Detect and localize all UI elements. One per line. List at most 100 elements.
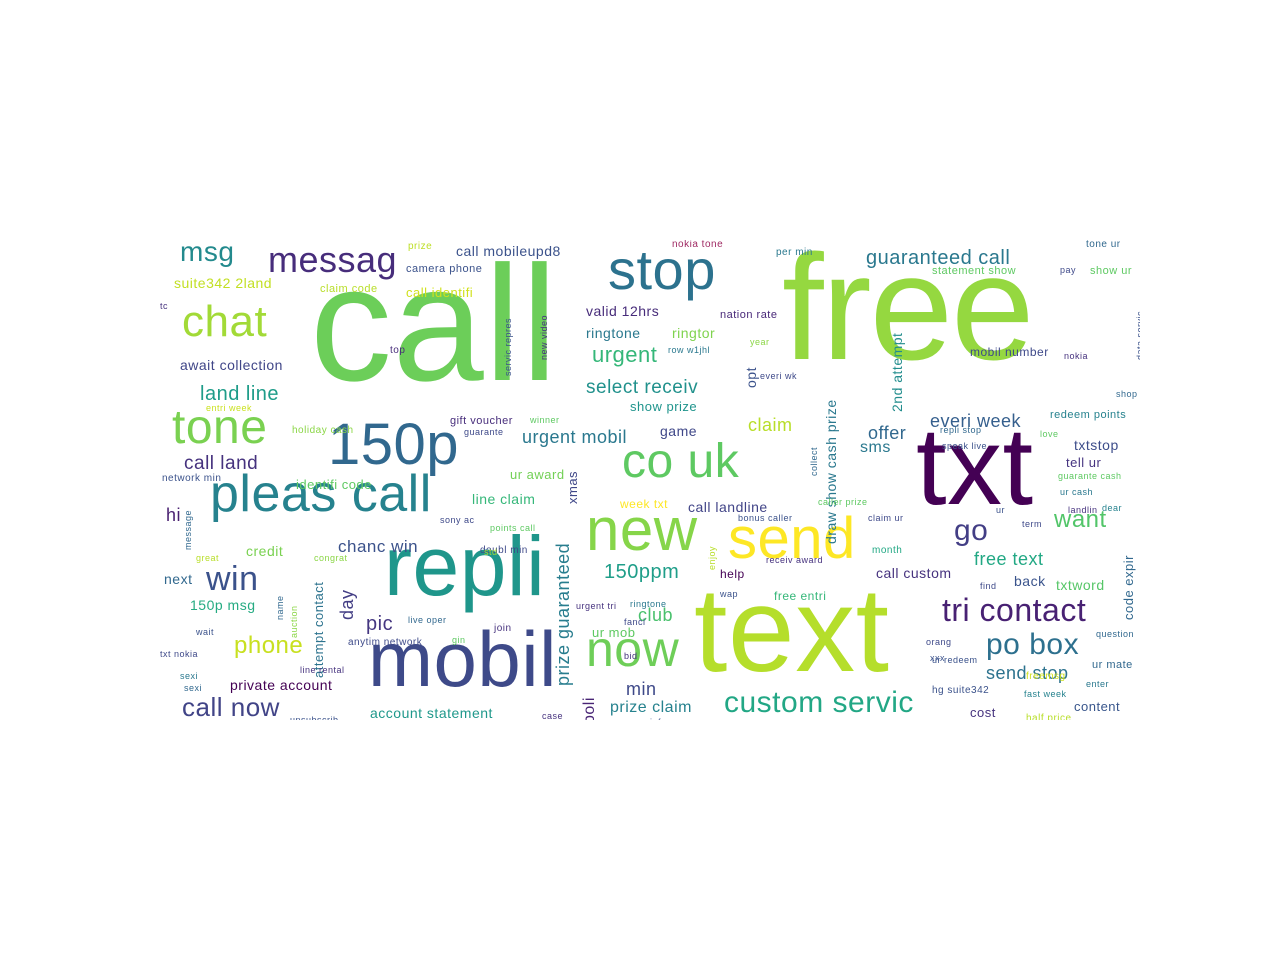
word: live oper bbox=[408, 615, 447, 625]
word: congrat bbox=[314, 553, 348, 563]
word: call landline bbox=[688, 499, 768, 515]
word: 150p msg bbox=[190, 597, 256, 613]
word: pic bbox=[366, 613, 394, 635]
word: cost bbox=[970, 705, 996, 720]
word: win bbox=[206, 560, 259, 598]
word: now bbox=[586, 621, 680, 677]
word: co uk bbox=[622, 435, 740, 488]
word: sexi bbox=[184, 683, 203, 693]
word: unsubscrib bbox=[290, 715, 339, 721]
word: entri week bbox=[206, 403, 253, 413]
word-cloud: call free text txt repli mobil pleas cal… bbox=[160, 240, 1140, 720]
word: repli stop bbox=[940, 425, 982, 435]
word: new bbox=[586, 496, 698, 563]
word: po box bbox=[986, 628, 1080, 661]
word: 2nd attempt bbox=[889, 332, 905, 412]
word: chanc win bbox=[338, 537, 419, 556]
word: identifi code bbox=[296, 477, 372, 492]
word: tc bbox=[160, 301, 169, 311]
word: ur bbox=[996, 505, 1006, 515]
word: show prize bbox=[630, 399, 698, 414]
word: want bbox=[1054, 506, 1107, 533]
word: guarante bbox=[464, 427, 504, 437]
word: collect bbox=[809, 446, 819, 476]
word: offer bbox=[868, 423, 907, 443]
word: valid 12hrs bbox=[586, 303, 660, 319]
word: find bbox=[980, 581, 997, 591]
word: everi wk bbox=[760, 371, 798, 381]
word: txtword bbox=[1056, 577, 1105, 593]
word: ur award bbox=[510, 467, 565, 482]
word: points call bbox=[490, 523, 536, 533]
word: free entri bbox=[774, 589, 827, 603]
word: week txt bbox=[620, 497, 669, 511]
word: pleas call bbox=[210, 465, 432, 523]
word: sony ac bbox=[440, 515, 475, 525]
word: credit bbox=[246, 543, 284, 559]
word: call identifi bbox=[406, 285, 474, 300]
word: free text bbox=[974, 549, 1044, 569]
word: call bbox=[310, 240, 559, 415]
word: bonus caller bbox=[738, 513, 793, 523]
word: claim code bbox=[320, 283, 378, 295]
word: land line bbox=[200, 383, 280, 405]
word: account statement bbox=[370, 705, 493, 720]
word: per min bbox=[776, 247, 813, 258]
word: text bbox=[694, 563, 890, 697]
word: claim bbox=[748, 415, 793, 435]
word: gin bbox=[452, 635, 466, 645]
word: gift voucher bbox=[450, 415, 513, 427]
word: call custom bbox=[876, 565, 952, 581]
word: landlin bbox=[1068, 505, 1098, 515]
word: content bbox=[1074, 699, 1121, 714]
word: xxx bbox=[930, 653, 945, 663]
word: network min bbox=[162, 473, 222, 484]
word: winner bbox=[530, 415, 560, 425]
word: receiv award bbox=[766, 555, 824, 565]
word: ur mate bbox=[1092, 659, 1133, 671]
word: sexi bbox=[180, 671, 199, 681]
word: data servic bbox=[1135, 310, 1140, 360]
word: prize claim bbox=[610, 699, 692, 716]
word: half price bbox=[1026, 713, 1072, 721]
word: poli bbox=[581, 697, 598, 720]
word: statement show bbox=[932, 265, 1017, 277]
word: custom servic bbox=[724, 686, 914, 719]
word: std bbox=[484, 547, 498, 557]
word: wap bbox=[720, 589, 739, 599]
word: case bbox=[542, 711, 564, 721]
word: camera phone bbox=[406, 263, 483, 275]
word: nokia tone bbox=[672, 240, 724, 250]
word: row w1jhl bbox=[668, 345, 711, 355]
word: enjoy bbox=[707, 545, 717, 570]
word: pay bbox=[1060, 265, 1077, 275]
word: wait bbox=[196, 627, 215, 637]
word: join bbox=[494, 623, 512, 634]
word: bid bbox=[624, 651, 638, 661]
word: day bbox=[337, 589, 357, 620]
word: tell ur bbox=[1066, 455, 1102, 470]
word: name bbox=[275, 595, 285, 620]
word: club bbox=[638, 605, 674, 625]
word: sms bbox=[860, 439, 891, 456]
word: month bbox=[872, 545, 903, 556]
word: min bbox=[626, 679, 657, 699]
word: prize bbox=[408, 241, 433, 252]
word: go bbox=[954, 514, 989, 547]
word: txtstop bbox=[1074, 437, 1119, 453]
word: send bbox=[728, 506, 856, 571]
word: hg suite342 bbox=[932, 685, 990, 696]
word: orang bbox=[926, 637, 952, 647]
word: 150ppm bbox=[604, 561, 680, 583]
word: 150p bbox=[328, 412, 460, 477]
word: message bbox=[183, 509, 193, 550]
word: messag bbox=[268, 240, 398, 280]
word: urgent tri bbox=[576, 601, 617, 611]
word: suite342 2land bbox=[174, 275, 273, 291]
word: fast week bbox=[1024, 689, 1067, 699]
word: holiday cash bbox=[292, 425, 354, 436]
word: ur redeem bbox=[932, 655, 978, 665]
word: urgent mobil bbox=[522, 427, 628, 447]
word: caller prize bbox=[818, 497, 868, 507]
word: anytim network bbox=[348, 637, 423, 648]
